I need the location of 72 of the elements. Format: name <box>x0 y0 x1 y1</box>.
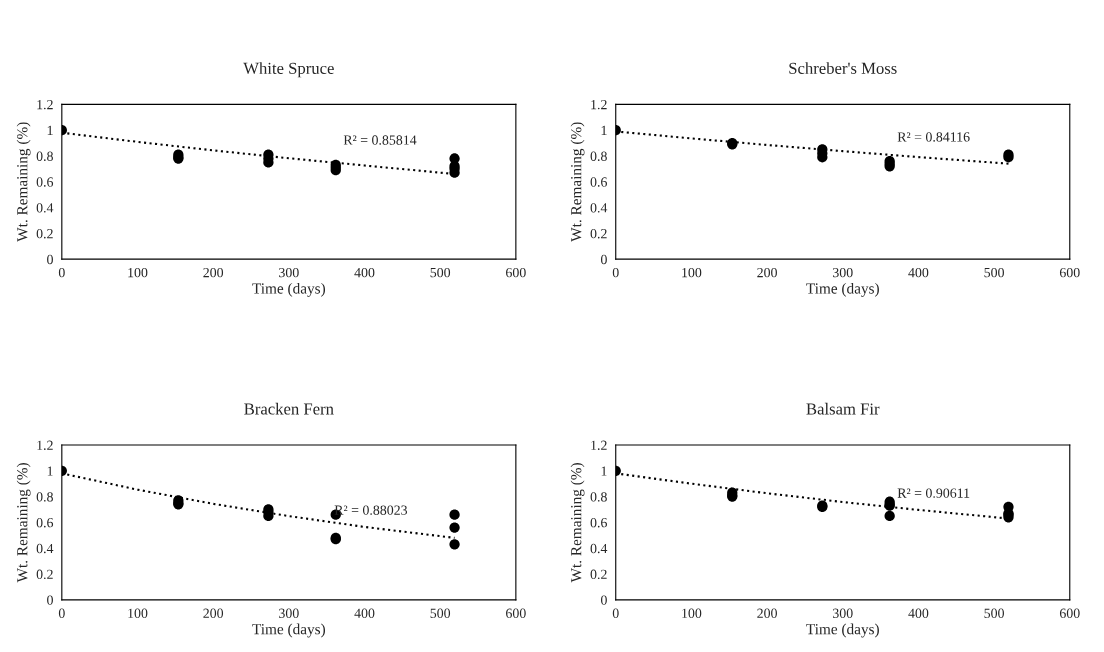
y-tick-label: 0 <box>47 254 53 265</box>
y-tick-label: 1.2 <box>591 99 607 110</box>
y-axis-title: Wt. Remaining (%) <box>570 122 585 242</box>
chart-title: White Spruce <box>243 62 334 78</box>
y-tick-label: 1 <box>601 125 607 135</box>
x-axis-title: Time (days) <box>252 623 326 638</box>
y-tick-label: 0.8 <box>36 492 53 502</box>
x-tick-label: 0 <box>58 608 65 618</box>
x-tick-label: 400 <box>908 608 929 618</box>
x-tick-label: 400 <box>354 267 375 278</box>
annotation: R² = 0.90611 <box>897 488 970 498</box>
y-tick-label: 0.2 <box>36 228 53 239</box>
x-tick-label: 300 <box>279 608 299 618</box>
y-tick-label: 0.8 <box>590 492 607 502</box>
y-tick-label: 0.8 <box>36 151 53 161</box>
y-tick-label: 1 <box>47 466 53 476</box>
y-tick-label: 0 <box>601 595 607 605</box>
annotation: R² = 0.85814 <box>343 135 417 145</box>
y-tick-label: 1.2 <box>37 99 53 110</box>
y-tick-label: 0.2 <box>590 228 607 239</box>
y-tick-label: 1 <box>601 466 607 476</box>
y-tick-label: 0.6 <box>590 177 607 187</box>
x-tick-label: 500 <box>984 608 1004 618</box>
x-tick-label: 200 <box>203 267 224 278</box>
x-tick-label: 0 <box>58 267 65 278</box>
x-tick-label: 0 <box>612 608 619 618</box>
x-tick-label: 600 <box>506 267 526 278</box>
y-tick-label: 0.2 <box>590 569 607 580</box>
y-tick-label: 0.2 <box>36 569 53 580</box>
x-tick-label: 400 <box>908 267 929 278</box>
y-tick-label: 0.6 <box>36 177 54 187</box>
x-tick-label: 100 <box>128 267 148 278</box>
x-tick-label: 600 <box>506 608 526 618</box>
x-tick-label: 0 <box>612 267 619 278</box>
x-tick-label: 300 <box>833 608 853 618</box>
x-tick-label: 100 <box>682 608 702 618</box>
chart-title: Balsam Fir <box>806 402 880 415</box>
y-tick-label: 0 <box>601 254 607 265</box>
y-tick-label: 1.2 <box>37 440 53 451</box>
y-axis-title: Wt. Remaining (%) <box>16 463 31 583</box>
y-tick-label: 0.4 <box>36 543 54 554</box>
x-tick-label: 600 <box>1059 267 1080 278</box>
y-axis-title: Wt. Remaining (%) <box>570 463 585 583</box>
y-axis-title: Wt. Remaining (%) <box>16 122 31 242</box>
x-tick-label: 600 <box>1059 608 1080 618</box>
x-tick-label: 300 <box>833 267 853 278</box>
y-tick-label: 0.8 <box>590 151 607 161</box>
chart-title: Schreber's Moss <box>789 62 897 74</box>
y-tick-label: 0 <box>47 595 53 605</box>
y-tick-label: 0.6 <box>36 518 54 528</box>
y-tick-label: 1.2 <box>591 440 607 451</box>
x-axis-title: Time (days) <box>806 282 879 297</box>
x-axis-title: Time (days) <box>806 623 879 638</box>
x-tick-label: 200 <box>757 267 777 278</box>
x-tick-label: 200 <box>203 608 224 618</box>
x-axis-title: Time (days) <box>252 282 326 297</box>
x-tick-label: 400 <box>354 608 375 618</box>
x-tick-label: 500 <box>984 267 1004 278</box>
y-tick-label: 0.6 <box>590 518 607 528</box>
x-tick-label: 500 <box>430 267 451 278</box>
x-tick-label: 500 <box>430 608 451 618</box>
x-tick-label: 300 <box>279 267 299 278</box>
x-tick-label: 100 <box>128 608 148 618</box>
y-tick-label: 0.4 <box>36 203 54 213</box>
annotation: R² = 0.84116 <box>897 132 970 142</box>
y-tick-label: 0.4 <box>590 543 608 554</box>
y-tick-label: 1 <box>47 125 53 135</box>
y-tick-label: 0.4 <box>590 203 608 213</box>
chart-title: Bracken Fern <box>244 402 334 415</box>
annotation: R² = 0.88023 <box>334 505 408 515</box>
x-tick-label: 200 <box>757 608 777 618</box>
x-tick-label: 100 <box>682 267 702 278</box>
